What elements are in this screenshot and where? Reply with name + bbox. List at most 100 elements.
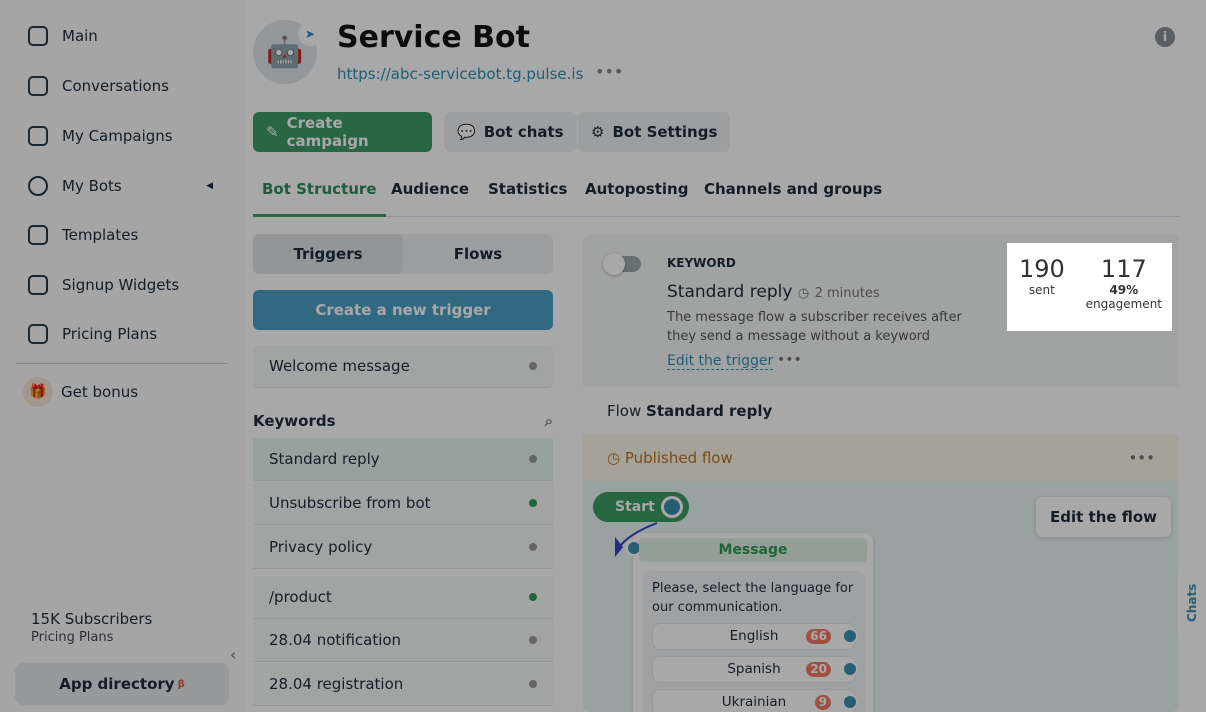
keyword-item[interactable]: Privacy policy <box>253 526 553 569</box>
label: 28.04 registration <box>269 675 404 693</box>
url-more-button[interactable]: ••• <box>595 62 624 81</box>
edit-trigger-link[interactable]: Edit the trigger <box>667 353 774 370</box>
label: Signup Widgets <box>62 276 180 294</box>
tab-autoposting[interactable]: Autoposting <box>585 180 689 198</box>
message-body: Please, select the language for our comm… <box>643 571 865 712</box>
label: Templates <box>62 226 139 244</box>
triggers-segment[interactable]: Triggers <box>253 234 403 274</box>
flows-segment[interactable]: Flows <box>453 245 503 263</box>
sidebar: Main Conversations My Campaigns My Bots ◀… <box>0 0 245 712</box>
flow-name: Standard reply <box>646 402 773 420</box>
app-directory-button[interactable]: App directory β <box>15 663 229 705</box>
label: /product <box>269 588 332 606</box>
label: Bot chats <box>483 123 564 141</box>
beta-badge: β <box>177 678 185 690</box>
sidebar-item-my-bots[interactable]: My Bots ◀ <box>28 176 213 196</box>
published-label: Published flow <box>624 449 733 467</box>
label: Privacy policy <box>269 538 373 556</box>
trigger-stats-highlight: 190 sent 117 49% engagement <box>1007 243 1172 331</box>
command-item[interactable]: 28.04 notification <box>253 619 553 662</box>
flow-more-button[interactable]: ••• <box>1128 449 1155 467</box>
sidebar-item-signup-widgets[interactable]: Signup Widgets <box>28 275 179 295</box>
output-port[interactable] <box>842 694 858 710</box>
count-badge: 9 <box>814 695 831 710</box>
divider <box>16 363 228 364</box>
sent-stat: 190 sent <box>1019 255 1065 297</box>
sidebar-item-main[interactable]: Main <box>28 26 98 46</box>
output-port[interactable] <box>842 628 858 644</box>
label: Standard reply <box>269 450 380 468</box>
label: Unsubscribe from bot <box>269 494 431 512</box>
info-icon[interactable]: i <box>1155 27 1175 47</box>
engaged-count: 117 <box>1100 255 1147 283</box>
label: Ukrainian <box>721 694 787 710</box>
engagement-percent: 49% <box>1109 283 1139 297</box>
trigger-name: Standard reply <box>667 282 793 302</box>
message-text: Please, select the language for our comm… <box>652 581 854 615</box>
label: My Bots <box>62 177 122 195</box>
engagement-label: engagement <box>1085 297 1162 311</box>
sliders-icon <box>28 26 48 46</box>
subscribers-count: 15K Subscribers <box>31 610 153 628</box>
page-title: Service Bot <box>337 20 530 55</box>
edit-icon: ✎ <box>266 123 279 141</box>
message-node[interactable]: Message Please, select the language for … <box>625 533 873 712</box>
label: Conversations <box>62 77 169 95</box>
sidebar-item-my-campaigns[interactable]: My Campaigns <box>28 126 173 146</box>
trigger-welcome-message[interactable]: Welcome message <box>253 345 553 388</box>
label: Start <box>615 499 655 515</box>
output-port[interactable] <box>842 661 858 677</box>
upload-icon <box>28 126 48 146</box>
trigger-more-button[interactable]: ••• <box>777 352 802 368</box>
message-node-title: Message <box>639 538 867 562</box>
option-button[interactable]: Ukrainian 9 <box>652 689 858 712</box>
create-trigger-button[interactable]: Create a new trigger <box>253 290 553 330</box>
edit-flow-button[interactable]: Edit the flow <box>1036 497 1172 537</box>
pricing-plans-link[interactable]: Pricing Plans <box>31 630 114 645</box>
output-port[interactable] <box>661 496 683 518</box>
tab-audience[interactable]: Audience <box>391 180 470 198</box>
keyword-item[interactable]: Standard reply <box>253 438 553 481</box>
trigger-toggle[interactable] <box>603 253 641 275</box>
keyword-item[interactable]: Unsubscribe from bot <box>253 482 553 525</box>
gift-icon: 🎁 <box>23 377 53 407</box>
telegram-icon: ➤ <box>298 22 322 46</box>
status-dot <box>529 362 537 370</box>
status-dot <box>529 636 537 644</box>
start-node[interactable]: Start <box>593 492 689 522</box>
bot-url-link[interactable]: https://abc-servicebot.tg.pulse.is <box>337 65 584 83</box>
option-button[interactable]: English 66 <box>652 623 858 650</box>
triggers-flows-toggle: Triggers Flows <box>253 234 553 274</box>
connector-arrow <box>615 522 658 557</box>
count-badge: 66 <box>806 629 831 644</box>
tab-channels-and-groups[interactable]: Channels and groups <box>704 180 883 198</box>
command-item[interactable]: 28.04 registration <box>253 663 553 706</box>
sidebar-item-pricing-plans[interactable]: Pricing Plans <box>28 324 157 344</box>
bot-icon <box>28 176 48 196</box>
label: Bot Settings <box>612 123 718 141</box>
sidebar-item-templates[interactable]: Templates <box>28 225 138 245</box>
flow-canvas[interactable]: Start Message Please, select the languag… <box>583 481 1179 712</box>
engagement-stat: 117 49% engagement <box>1086 255 1162 311</box>
trigger-type: KEYWORD <box>667 256 736 270</box>
sidebar-item-conversations[interactable]: Conversations <box>28 76 169 96</box>
tab-bar: Bot Structure Audience Statistics Autopo… <box>253 180 1179 217</box>
search-icon[interactable]: ⌕ <box>544 412 553 430</box>
keywords-header: Keywords ⌕ <box>253 412 553 430</box>
command-item[interactable]: /product <box>253 576 553 619</box>
option-button[interactable]: Spanish 20 <box>652 656 858 683</box>
subscribers-info[interactable]: 15K Subscribers Pricing Plans <box>31 610 152 645</box>
label: Create campaign <box>286 114 369 150</box>
status-dot <box>529 543 537 551</box>
collapse-sidebar-icon[interactable]: ‹ <box>230 645 237 664</box>
bot-settings-button[interactable]: ⚙ Bot Settings <box>578 112 731 152</box>
status-dot <box>529 455 537 463</box>
tab-bot-structure[interactable]: Bot Structure <box>253 180 386 217</box>
clock-icon: ◷ <box>797 286 810 301</box>
clock-icon: ◷ <box>607 449 621 467</box>
create-campaign-button[interactable]: ✎ Create campaign <box>253 112 432 152</box>
tab-statistics[interactable]: Statistics <box>488 180 568 198</box>
label: Pricing Plans <box>62 325 158 343</box>
bot-chats-button[interactable]: 💬 Bot chats <box>444 112 577 152</box>
get-bonus-link[interactable]: 🎁 Get bonus <box>23 377 138 407</box>
